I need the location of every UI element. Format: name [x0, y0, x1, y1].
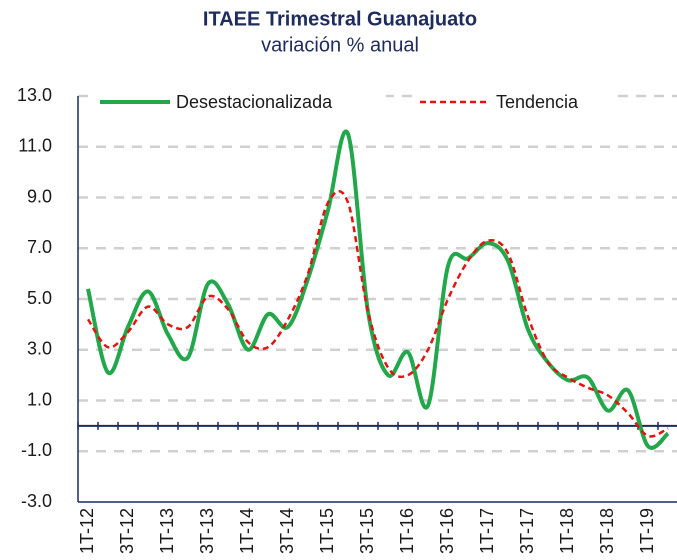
x-tick-label: 3T-16 — [437, 508, 457, 554]
y-tick-label: 3.0 — [27, 339, 52, 359]
legend-label: Desestacionalizada — [176, 92, 333, 112]
y-tick-label: 9.0 — [27, 186, 52, 206]
x-tick-label: 1T-18 — [557, 508, 577, 554]
x-tick-label: 3T-14 — [277, 508, 297, 554]
y-tick-label: 11.0 — [18, 136, 52, 156]
series-line — [86, 190, 669, 438]
chart-subtitle: variación % anual — [261, 34, 419, 56]
x-tick-label: 1T-19 — [637, 508, 657, 554]
legend-bg — [416, 90, 616, 114]
x-tick-label: 1T-17 — [477, 508, 497, 554]
x-tick-label: 3T-15 — [357, 508, 377, 554]
x-tick-label: 1T-15 — [317, 508, 337, 554]
x-tick-label: 1T-12 — [77, 508, 97, 554]
y-tick-label: -3.0 — [21, 491, 52, 511]
y-tick-label: 13.0 — [17, 85, 52, 105]
x-tick-label: 1T-14 — [237, 508, 257, 554]
x-tick-label: 3T-18 — [597, 508, 617, 554]
x-tick-label: 1T-16 — [397, 508, 417, 554]
chart-title: ITAEE Trimestral Guanajuato — [203, 8, 477, 30]
x-tick-label: 3T-13 — [197, 508, 217, 554]
x-tick-label: 3T-12 — [117, 508, 137, 554]
series-line — [86, 129, 670, 450]
y-tick-label: 1.0 — [27, 389, 52, 409]
x-tick-label: 1T-13 — [157, 508, 177, 554]
y-tick-label: 7.0 — [27, 237, 52, 257]
legend-label: Tendencia — [496, 92, 579, 112]
y-tick-label: -1.0 — [21, 440, 52, 460]
y-tick-label: 5.0 — [27, 288, 52, 308]
x-tick-label: 3T-17 — [517, 508, 537, 554]
